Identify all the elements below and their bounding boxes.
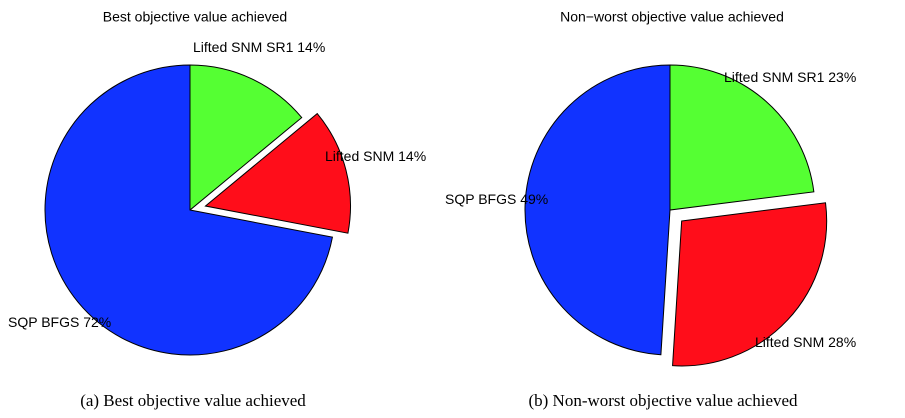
- slice-label: SQP BFGS 72%: [8, 314, 111, 330]
- slice-value-label: 28%: [828, 334, 856, 350]
- slice-value-label: 14%: [398, 148, 426, 164]
- caption: (b) Non-worst objective value achieved: [528, 391, 798, 410]
- caption: (a) Best objective value achieved: [80, 391, 306, 410]
- slice-label: Lifted SNM SR1 14%: [193, 39, 325, 55]
- slice-name: SQP BFGS: [445, 191, 516, 207]
- slice-name: SQP BFGS: [8, 314, 79, 330]
- slice-name: Lifted SNM: [755, 334, 824, 350]
- pie-slice: [524, 64, 671, 356]
- slice-label: Lifted SNM 28%: [755, 334, 856, 350]
- pie-slice: [669, 64, 815, 211]
- pie-slice: [44, 64, 334, 356]
- slice-value-label: 72%: [83, 314, 111, 330]
- slice-value-label: 23%: [828, 69, 856, 85]
- slice-name: Lifted SNM SR1: [193, 39, 294, 55]
- pie-slice: [204, 112, 351, 234]
- slice-value-label: 14%: [297, 39, 325, 55]
- slice-name: Lifted SNM: [325, 148, 394, 164]
- pie-slice: [672, 202, 828, 367]
- chart-title: Non−worst objective value achieved: [560, 9, 784, 25]
- pie-slice: [189, 64, 303, 212]
- chart-title: Best objective value achieved: [103, 9, 287, 25]
- slice-label: SQP BFGS 49%: [445, 191, 548, 207]
- slice-label: Lifted SNM 14%: [325, 148, 426, 164]
- slice-name: Lifted SNM SR1: [724, 69, 825, 85]
- slice-label: Lifted SNM SR1 23%: [724, 69, 856, 85]
- slice-value-label: 49%: [520, 191, 548, 207]
